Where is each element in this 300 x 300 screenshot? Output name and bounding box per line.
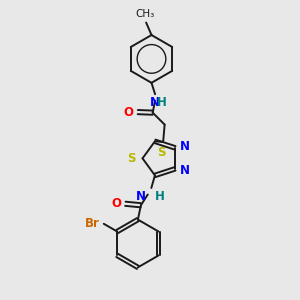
Text: H: H: [157, 96, 166, 109]
Text: N: N: [180, 140, 190, 153]
Text: Br: Br: [85, 217, 100, 230]
Text: S: S: [128, 152, 136, 165]
Text: CH₃: CH₃: [135, 9, 154, 19]
Text: N: N: [136, 190, 146, 203]
Text: N: N: [180, 164, 190, 177]
Text: O: O: [124, 106, 134, 118]
Text: S: S: [157, 146, 166, 159]
Text: N: N: [150, 96, 160, 109]
Text: O: O: [111, 197, 121, 210]
Text: H: H: [155, 190, 165, 203]
